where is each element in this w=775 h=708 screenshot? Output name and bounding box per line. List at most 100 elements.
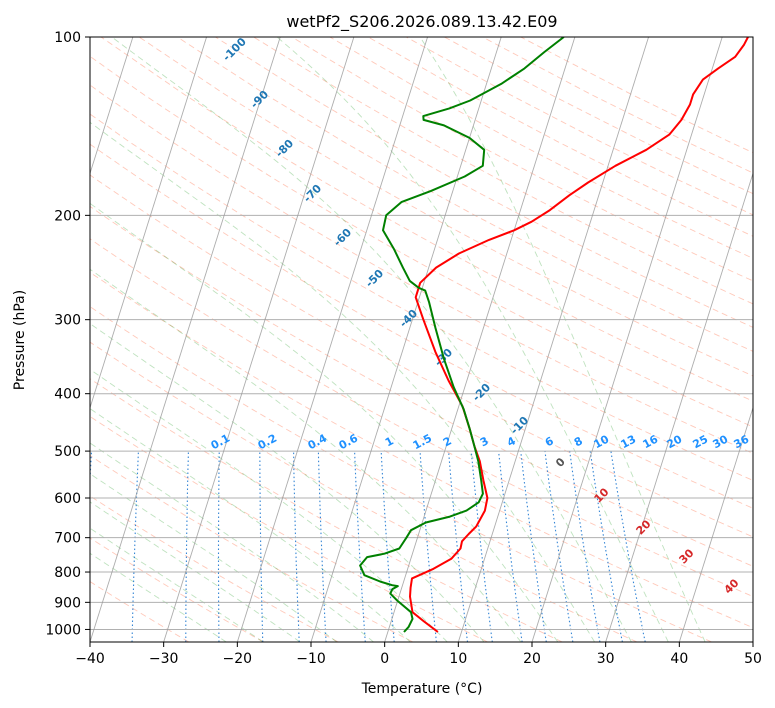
- y-tick-label: 700: [54, 531, 81, 547]
- dry-adiabat-label: -60: [331, 226, 354, 249]
- dry-adiabat: [90, 537, 264, 642]
- x-tick-label: −10: [296, 651, 326, 667]
- mixing-ratio-line: [448, 451, 469, 642]
- x-tick-label: 40: [670, 651, 688, 667]
- isotherm-line: [605, 171, 753, 642]
- dry-adiabat: [520, 37, 753, 154]
- dry-adiabat: [291, 37, 753, 282]
- mixing-ratio-label: 8: [572, 434, 585, 449]
- isotherm-line: [90, 37, 134, 175]
- chart-title: wetPf2_S206.2026.089.13.42.E09: [286, 12, 557, 32]
- mixing-ratio-label: 0.2: [256, 432, 279, 453]
- moist-adiabat: [90, 368, 448, 642]
- dry-adiabat: [138, 37, 753, 377]
- background-lines: [0, 37, 753, 642]
- moist-adiabat: [276, 37, 669, 642]
- mixing-ratio-line: [380, 451, 395, 642]
- mixing-ratio-line: [259, 451, 264, 642]
- mixing-ratio-line: [354, 451, 366, 642]
- dry-adiabat-label: -80: [273, 137, 296, 160]
- dry-adiabat: [90, 113, 753, 481]
- moist-adiabat: [90, 268, 522, 642]
- mixing-ratio-label: 2: [441, 434, 454, 449]
- dry-adiabat: [100, 37, 753, 402]
- x-axis-label: Temperature (°C): [361, 681, 483, 697]
- y-tick-label: 500: [54, 444, 81, 460]
- wet-adiabat-label: 10: [592, 485, 612, 505]
- dry-adiabat: [215, 37, 753, 328]
- mixing-ratio-label: 20: [665, 432, 685, 451]
- moist-adiabat: [90, 501, 301, 642]
- isotherm-line: [678, 406, 753, 642]
- isotherm-line: [90, 37, 281, 642]
- x-tick-label: 0: [380, 651, 389, 667]
- mixing-ratio-label: 3: [478, 434, 491, 449]
- x-tick-label: −20: [223, 651, 253, 667]
- moist-adiabat: [90, 442, 374, 642]
- mixing-ratio-line: [610, 451, 646, 642]
- isotherm-line: [531, 37, 723, 642]
- y-tick-label: 800: [54, 565, 81, 581]
- moist-adiabat: [90, 323, 485, 642]
- mixing-ratio-label: 10: [592, 432, 612, 451]
- isotherm-line: [310, 37, 502, 642]
- y-tick-label: 1000: [45, 622, 81, 638]
- mixing-ratio-label: 6: [543, 434, 556, 449]
- y-tick-label: 600: [54, 491, 81, 507]
- dry-adiabat: [367, 37, 753, 237]
- dry-adiabat-label: -40: [397, 307, 420, 330]
- mixing-ratio-label: 36: [732, 432, 752, 451]
- mixing-ratio-line: [498, 451, 523, 642]
- isotherm-line: [0, 37, 59, 642]
- mixing-ratio-line: [544, 451, 574, 642]
- wet-adiabat-label: 30: [677, 546, 697, 566]
- wet-adiabat-label: 0: [553, 455, 568, 470]
- mixing-ratio-line: [217, 451, 220, 642]
- mixing-ratio-line: [470, 451, 493, 642]
- dry-adiabat: [444, 37, 753, 195]
- wet-adiabat-label: 20: [634, 517, 654, 537]
- y-tick-label: 200: [54, 208, 81, 224]
- dry-adiabat: [90, 55, 753, 428]
- dry-adiabat: [90, 378, 563, 642]
- plot-frame: [89, 36, 754, 643]
- x-tick-label: −40: [75, 651, 105, 667]
- moist-adiabat: [90, 527, 264, 642]
- mixing-ratio-label: 0.4: [306, 431, 330, 452]
- moist-adiabat: [90, 473, 338, 642]
- dry-adiabat: [90, 455, 414, 642]
- mixing-ratio-line: [131, 451, 139, 642]
- isotherm-line: [163, 37, 355, 642]
- dry-adiabat: [90, 495, 339, 642]
- dry-adiabat-label: -20: [470, 381, 493, 404]
- x-tick-label: −30: [149, 651, 179, 667]
- moist-adiabat: [90, 408, 411, 642]
- isotherm-line: [457, 37, 649, 642]
- x-tick-label: 10: [449, 651, 467, 667]
- dry-adiabat: [90, 143, 753, 509]
- y-tick-label: 900: [54, 595, 81, 611]
- dry-adiabat: [90, 174, 753, 538]
- dry-adiabat: [90, 415, 488, 642]
- x-tick-label: 20: [523, 651, 541, 667]
- mixing-ratio-label: 1: [383, 434, 396, 449]
- mixing-ratio-line: [520, 451, 547, 642]
- profile-series: [359, 37, 749, 633]
- mixing-ratio-label: 13: [619, 433, 639, 452]
- mixing-ratio-line: [293, 451, 300, 642]
- dry-adiabat: [253, 37, 753, 305]
- dewpoint-line: [359, 37, 565, 633]
- x-axis: −40 −30 −20 −10 0 10 20 30 40 50: [75, 642, 762, 667]
- y-tick-label: 400: [54, 387, 81, 403]
- temperature-line: [409, 37, 749, 633]
- mixing-ratio-label: 25: [691, 433, 711, 452]
- dry-adiabat: [90, 341, 638, 642]
- dry-adiabat: [482, 37, 753, 174]
- dry-adiabat: [90, 581, 190, 642]
- dry-adiabat: [90, 271, 753, 629]
- dry-adiabat-label: -90: [248, 88, 271, 111]
- dry-adiabat: [90, 84, 753, 454]
- dry-adiabat: [90, 306, 712, 642]
- y-tick-label: 300: [54, 313, 81, 329]
